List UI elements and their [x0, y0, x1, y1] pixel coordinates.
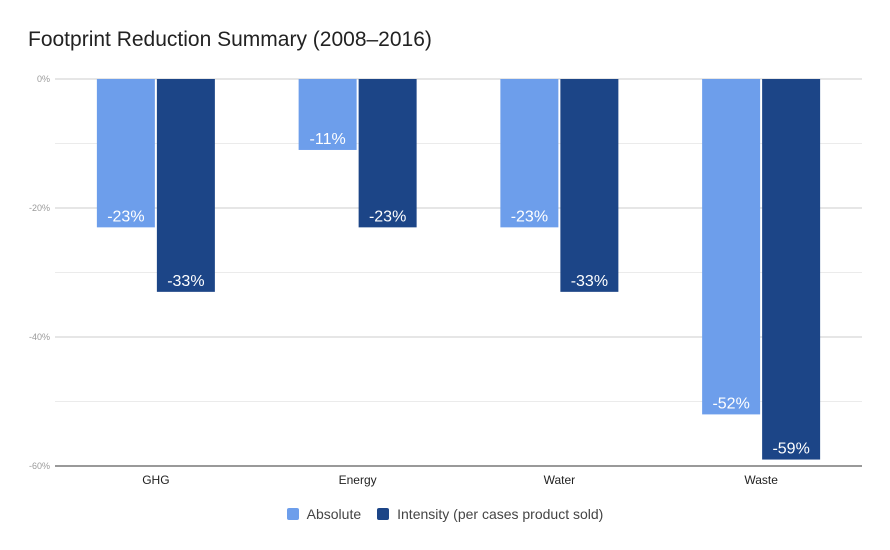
legend-label-absolute: Absolute [306, 506, 362, 522]
data-label: -52% [712, 395, 749, 412]
legend-label-intensity: Intensity (per cases product sold) [397, 506, 604, 522]
bar-ghg-absolute[interactable] [96, 79, 155, 228]
bars [96, 79, 821, 460]
data-label: -23% [107, 208, 144, 225]
legend-swatch-absolute [286, 508, 299, 520]
x-category-label: Water [544, 473, 576, 487]
bar-water-absolute[interactable] [500, 79, 559, 228]
y-tick-label: -60% [29, 461, 50, 471]
y-tick-label: -40% [29, 332, 50, 342]
data-labels: -23% -33% -11% -23% -23% -33% -52% -59% [107, 131, 810, 458]
x-category-label: Energy [339, 473, 377, 487]
legend: Absolute Intensity (per cases product so… [0, 506, 890, 522]
y-tick-label: -20% [29, 203, 50, 213]
data-label: -23% [369, 208, 406, 225]
bar-waste-intensity[interactable] [762, 79, 821, 460]
data-label: -59% [772, 441, 809, 458]
data-label: -11% [310, 131, 346, 148]
legend-item-absolute[interactable]: Absolute [286, 506, 362, 522]
chart-title: Footprint Reduction Summary (2008–2016) [28, 28, 432, 51]
bar-waste-absolute[interactable] [702, 79, 761, 415]
legend-item-intensity[interactable]: Intensity (per cases product sold) [377, 506, 603, 522]
data-label: -33% [571, 273, 608, 290]
data-label: -33% [167, 273, 204, 290]
bar-energy-intensity[interactable] [358, 79, 417, 228]
bar-energy-absolute[interactable] [298, 79, 357, 150]
axes: 0% -20% -40% -60% GHG Energy Water Waste [29, 74, 778, 487]
data-label: -23% [511, 208, 548, 225]
x-category-label: GHG [142, 473, 169, 487]
bar-water-intensity[interactable] [560, 79, 619, 292]
x-category-label: Waste [744, 473, 778, 487]
bar-ghg-intensity[interactable] [156, 79, 215, 292]
legend-swatch-intensity [377, 508, 390, 520]
y-tick-label: 0% [37, 74, 50, 84]
